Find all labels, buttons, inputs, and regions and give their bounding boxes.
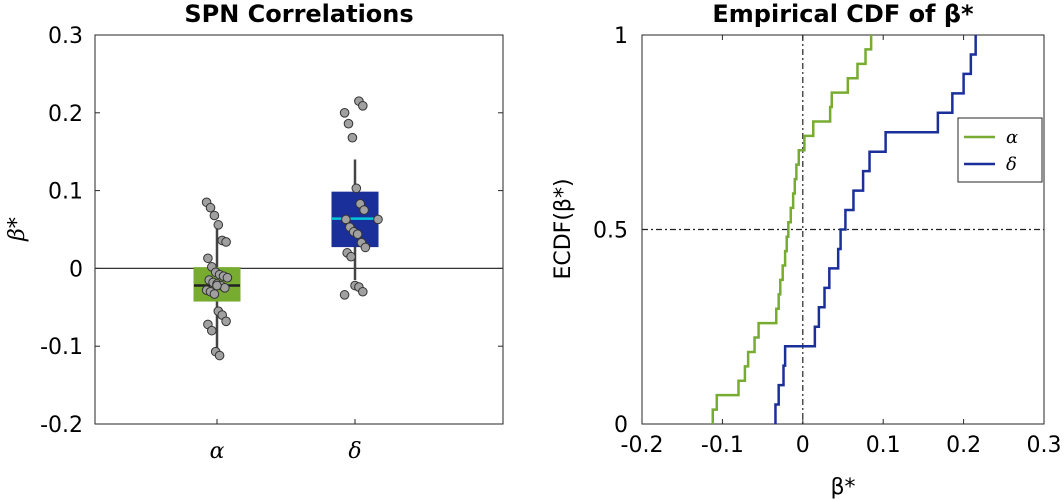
legend-box — [957, 117, 1043, 183]
legend-label-delta: δ — [1006, 154, 1017, 175]
right-marks — [642, 35, 1044, 424]
right-x-axis-label: β* — [830, 475, 855, 500]
right-x-tick-label: 0.3 — [1027, 433, 1062, 458]
data-point — [221, 237, 231, 247]
data-point — [339, 108, 350, 118]
left-y-axis-label: β* — [5, 217, 30, 242]
legend: α δ — [957, 117, 1043, 183]
data-point — [214, 350, 225, 361]
left-y-tick-label: 0 — [69, 257, 83, 282]
right-x-ticks: -0.2 -0.1 0 0.1 0.2 0.3 — [621, 35, 1062, 458]
left-y-tick-label: 0.2 — [48, 102, 83, 127]
right-x-tick-label: -0.2 — [621, 433, 664, 458]
ecdf-chart: Empirical CDF of β* ECDF(β*) β* 00.51 -0… — [551, 0, 1062, 500]
left-plot-area — [94, 34, 504, 425]
ecdf-line-delta — [774, 35, 977, 424]
right-chart-title: Empirical CDF of β* — [712, 0, 974, 28]
left-y-ticks: -0.2 -0.1 0 0.1 0.2 0.3 — [40, 24, 503, 438]
left-y-tick-label: -0.2 — [40, 413, 83, 438]
right-y-tick-label: 0.5 — [593, 219, 628, 244]
data-point — [347, 132, 358, 143]
right-y-tick-label: 1 — [614, 24, 628, 49]
data-point — [220, 283, 230, 293]
data-point — [346, 251, 356, 262]
data-point — [358, 286, 368, 297]
data-point — [207, 325, 217, 336]
data-point — [222, 272, 233, 283]
mean-point — [373, 214, 383, 225]
data-point — [351, 183, 362, 194]
right-x-tick-label: 0.2 — [946, 433, 981, 458]
data-point — [343, 118, 354, 129]
right-y-ticks: 00.51 — [593, 24, 647, 438]
right-y-tick-label: 0 — [614, 413, 628, 438]
data-point — [221, 316, 231, 327]
box-chart: SPN Correlations β* -0.2 -0.1 0 0.1 0.2 0.3 α… — [5, 0, 504, 464]
right-x-tick-label: 0 — [796, 433, 810, 458]
left-x-tick-label: α — [210, 439, 225, 464]
left-y-tick-label: 0.1 — [48, 180, 83, 205]
data-point — [360, 242, 371, 253]
data-point — [358, 100, 368, 111]
right-y-axis-label: ECDF(β*) — [551, 178, 576, 279]
right-x-tick-label: -0.1 — [701, 433, 744, 458]
data-point — [209, 210, 220, 221]
ecdf-line-alpha — [711, 35, 873, 424]
data-point — [205, 202, 216, 213]
data-point — [341, 214, 351, 225]
left-y-tick-label: 0.3 — [48, 24, 83, 49]
data-point — [352, 229, 363, 239]
data-point — [213, 220, 224, 230]
data-point — [339, 290, 350, 300]
right-x-tick-label: 0.1 — [866, 433, 901, 458]
legend-label-alpha: α — [1006, 127, 1018, 148]
mean-point — [212, 280, 222, 291]
data-point — [203, 253, 213, 264]
left-y-tick-label: -0.1 — [40, 335, 83, 360]
left-chart-title: SPN Correlations — [184, 0, 413, 28]
left-marks — [95, 96, 503, 361]
data-point — [209, 289, 220, 299]
left-x-tick-label: δ — [348, 439, 361, 464]
data-point — [359, 205, 369, 215]
